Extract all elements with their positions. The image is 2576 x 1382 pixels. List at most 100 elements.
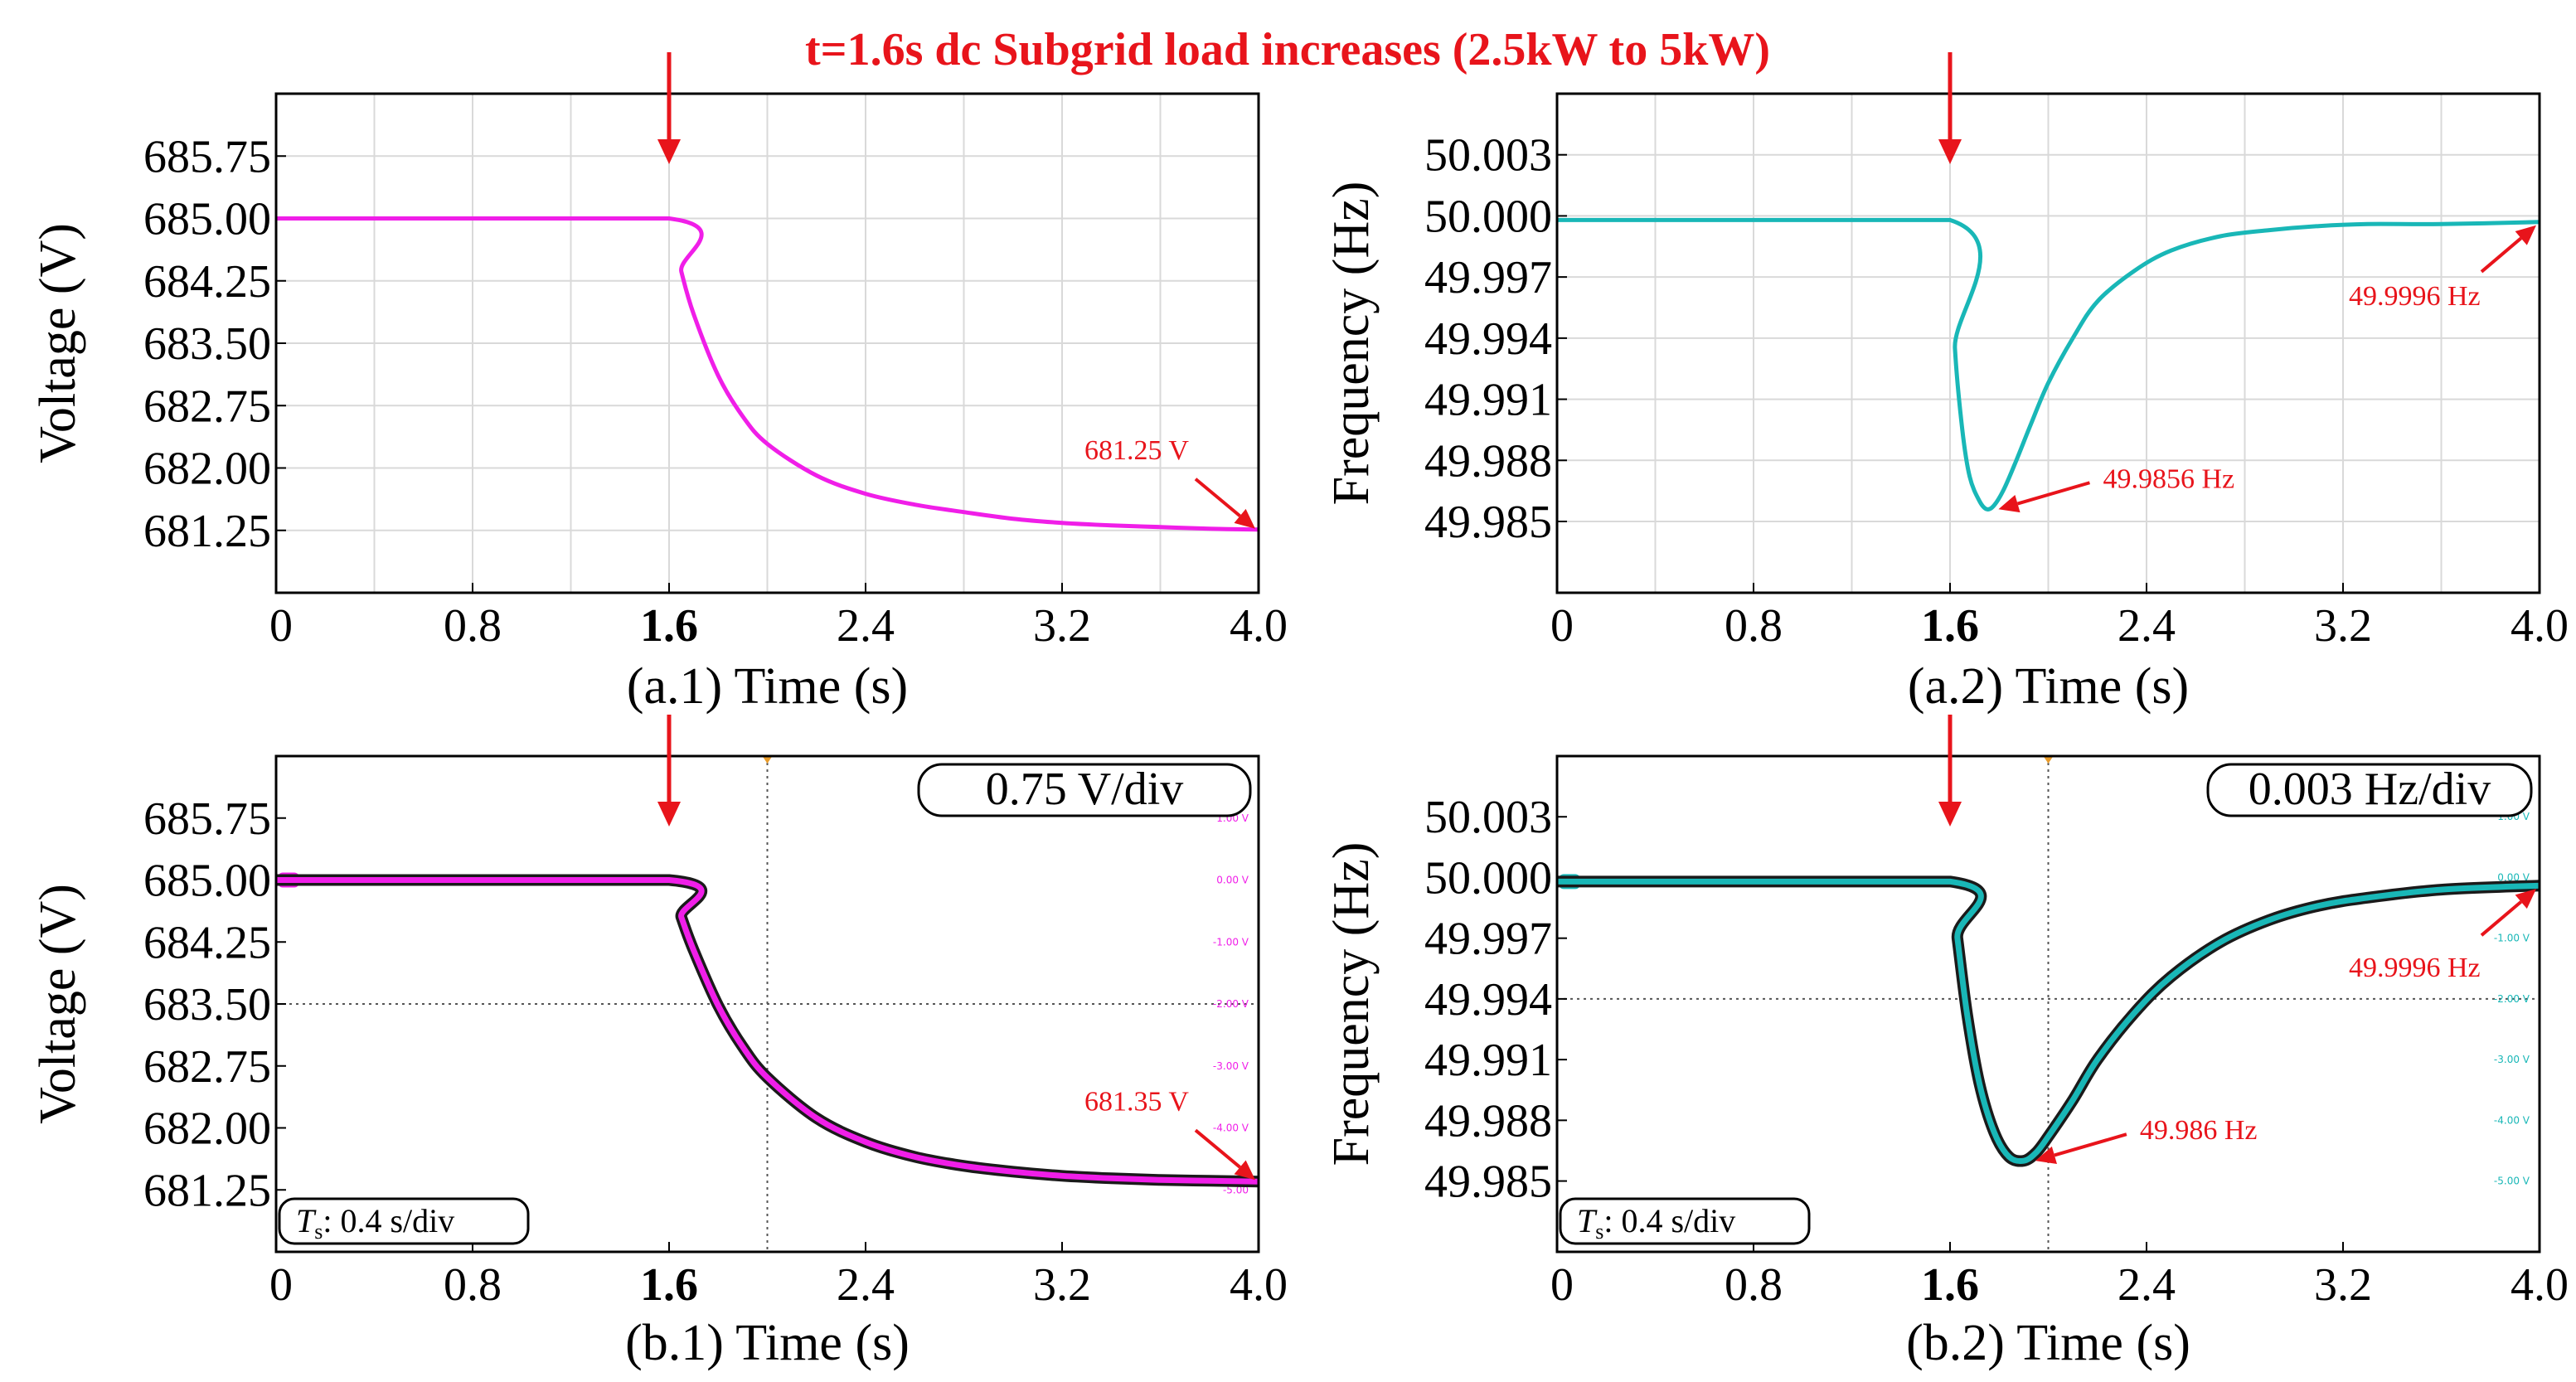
scope-tick-label: -1.00 V xyxy=(1213,936,1249,948)
min-value-arrow-head xyxy=(2035,1146,2057,1165)
scope-tick-label: -5.00 V xyxy=(2494,1176,2530,1187)
x-tick-label: 0 xyxy=(269,1259,293,1311)
x-tick-label: 4.0 xyxy=(2511,1259,2569,1311)
x-axis-label: (a.2) Time (s) xyxy=(1908,658,2189,715)
chart-b2: 1.00 V0.00 V-1.00 V-2.00 V-3.00 V-4.00 V… xyxy=(1323,715,2569,1371)
x-axis-label: (a.1) Time (s) xyxy=(627,658,908,715)
scope-tick-label: 0.00 V xyxy=(1216,875,1249,886)
time-base-label: Ts: 0.4 s/div xyxy=(296,1202,454,1244)
min-value-label: 49.9856 Hz xyxy=(2103,463,2234,494)
y-tick-label: 681.25 xyxy=(143,506,271,557)
y-tick-label: 682.00 xyxy=(143,1103,271,1155)
y-tick-label: 685.75 xyxy=(143,793,271,845)
scope-tick-label: -3.00 V xyxy=(1213,1060,1249,1072)
y-tick-label: 49.997 xyxy=(1424,252,1552,303)
event-arrow-head xyxy=(657,139,681,164)
y-axis-label: Frequency (Hz) xyxy=(1323,182,1380,506)
plot-frame xyxy=(274,92,1260,594)
final-value-arrow-shaft xyxy=(2480,900,2522,937)
scope-tick-label: -4.00 V xyxy=(2494,1114,2530,1126)
x-tick-label: 0 xyxy=(1550,600,1574,652)
x-tick-label: 2.4 xyxy=(2118,600,2176,652)
final-value-label: 681.35 V xyxy=(1084,1086,1189,1117)
time-base-box xyxy=(1559,1197,1811,1245)
x-tick-label: 1.6 xyxy=(1921,1259,1979,1311)
y-tick-label: 49.994 xyxy=(1424,313,1552,365)
x-tick-label: 2.4 xyxy=(2118,1259,2176,1311)
scope-tick-label: -2.00 V xyxy=(2494,993,2530,1005)
y-tick-label: 682.00 xyxy=(143,444,271,495)
min-value-arrow-head xyxy=(1998,494,2021,513)
scope-tick-label: -1.00 V xyxy=(2494,933,2530,944)
final-value-label: 681.25 V xyxy=(1084,435,1189,466)
y-tick-label: 681.25 xyxy=(143,1165,271,1216)
x-tick-label: 1.6 xyxy=(1921,600,1979,652)
min-value-label: 49.986 Hz xyxy=(2140,1115,2258,1146)
x-tick-label: 4.0 xyxy=(2511,600,2569,652)
y-tick-label: 685.00 xyxy=(143,856,271,907)
x-tick-label: 3.2 xyxy=(1033,1259,1091,1311)
data-trace xyxy=(276,877,1259,1185)
x-tick-label: 0 xyxy=(1550,1259,1574,1311)
y-tick-label: 50.003 xyxy=(1424,130,1552,182)
y-tick-label: 49.985 xyxy=(1424,497,1552,548)
event-arrow-head xyxy=(657,802,681,827)
time-base-label: Ts: 0.4 s/div xyxy=(1577,1202,1735,1244)
final-value-arrow-head xyxy=(2515,889,2536,909)
final-value-label: 49.9996 Hz xyxy=(2349,953,2481,983)
y-tick-label: 50.003 xyxy=(1424,792,1552,843)
x-tick-label: 1.6 xyxy=(640,600,698,652)
scope-trigger-marker xyxy=(762,756,773,764)
y-tick-label: 49.994 xyxy=(1424,974,1552,1026)
scope-tick-label: -4.00 V xyxy=(1213,1123,1249,1134)
x-tick-label: 0.8 xyxy=(444,600,502,652)
y-tick-label: 685.75 xyxy=(143,131,271,182)
y-tick-label: 49.991 xyxy=(1424,375,1552,426)
x-tick-label: 1.6 xyxy=(640,1259,698,1311)
scope-trigger-marker xyxy=(2043,756,2054,764)
y-tick-label: 682.75 xyxy=(143,381,271,432)
chart-a1: 0 0.8 1.6 2.4 3.2 4.0 681.25 682.00 682.75 683.50… xyxy=(30,52,1288,715)
scope-tick-label: -3.00 V xyxy=(2494,1054,2530,1065)
y-tick-label: 682.75 xyxy=(143,1041,271,1093)
y-tick-label: 684.25 xyxy=(143,256,271,308)
y-tick-label: 49.985 xyxy=(1424,1157,1552,1208)
scope-tick-label: -2.00 V xyxy=(1213,998,1249,1010)
final-value-label: 49.9996 Hz xyxy=(2349,281,2481,312)
x-tick-label: 0 xyxy=(269,600,293,652)
x-tick-label: 2.4 xyxy=(837,600,895,652)
x-axis-label: (b.1) Time (s) xyxy=(625,1315,910,1371)
division-label: 0.003 Hz/div xyxy=(2249,764,2491,815)
data-trace xyxy=(1557,217,2540,512)
y-axis-label: Voltage (V) xyxy=(30,884,86,1124)
y-tick-label: 49.988 xyxy=(1424,1095,1552,1147)
final-value-arrow-shaft xyxy=(1194,478,1241,517)
y-tick-label: 684.25 xyxy=(143,917,271,968)
y-tick-label: 50.000 xyxy=(1424,191,1552,242)
plot-frame xyxy=(274,754,1260,1253)
time-base-box xyxy=(278,1197,530,1245)
division-box xyxy=(917,763,1252,817)
y-tick-label: 50.000 xyxy=(1424,852,1552,904)
final-value-arrow-head xyxy=(1234,1160,1255,1181)
y-axis-label: Voltage (V) xyxy=(30,223,86,463)
x-tick-label: 0.8 xyxy=(1725,600,1783,652)
x-tick-label: 4.0 xyxy=(1230,1259,1288,1311)
division-box xyxy=(2206,763,2533,817)
division-label: 0.75 V/div xyxy=(986,764,1184,815)
event-arrow-head xyxy=(1938,139,1962,164)
final-value-arrow-shaft xyxy=(2480,236,2522,274)
y-tick-label: 49.988 xyxy=(1424,435,1552,487)
x-tick-label: 3.2 xyxy=(1033,600,1091,652)
x-tick-label: 4.0 xyxy=(1230,600,1288,652)
y-axis-label: Frequency (Hz) xyxy=(1323,842,1380,1166)
plot-frame xyxy=(1555,92,2541,594)
data-trace xyxy=(276,216,1259,532)
y-tick-label: 683.50 xyxy=(143,979,271,1030)
chart-a2: 0 0.8 1.6 2.4 3.2 4.0 49.985 49.988 49.991 49.994… xyxy=(1323,52,2569,715)
x-tick-label: 0.8 xyxy=(1725,1259,1783,1311)
figure-title: t=1.6s dc Subgrid load increases (2.5kW … xyxy=(805,24,1770,75)
y-tick-label: 49.991 xyxy=(1424,1035,1552,1086)
chart-b1: 1.00 V0.00 V-1.00 V-2.00 V-3.00 V-4.00 V… xyxy=(30,715,1288,1371)
